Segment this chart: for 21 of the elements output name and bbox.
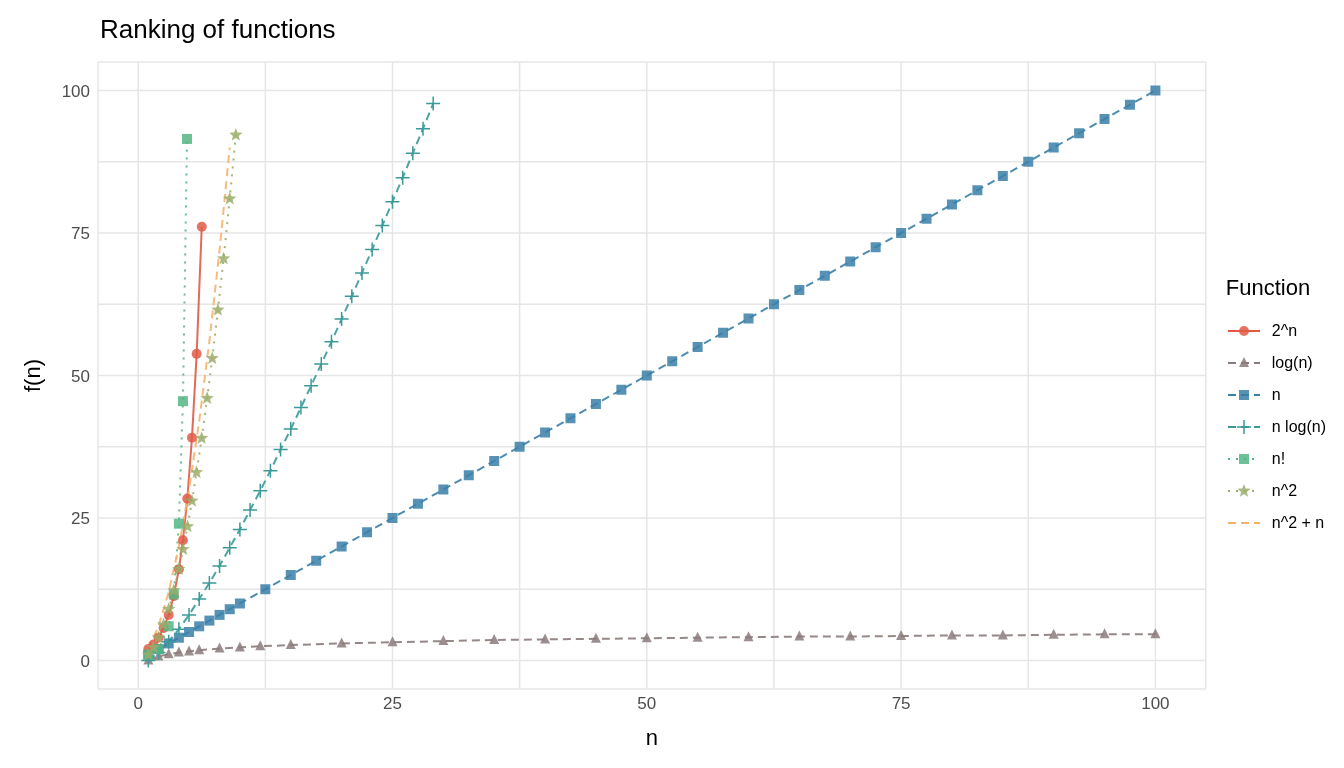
x-tick-label: 100 [1141, 694, 1170, 714]
x-tick-label: 50 [637, 694, 657, 714]
legend-label: n^2 [1271, 481, 1298, 500]
y-tick-label: 50 [71, 366, 90, 386]
y-tick-label: 25 [71, 509, 90, 529]
legend-title: Function [1225, 274, 1312, 301]
legend-label: log(n) [1271, 353, 1313, 372]
x-tick-label: 0 [133, 694, 143, 714]
y-tick-label: 75 [71, 224, 90, 244]
legend-label: n^2 + n [1271, 513, 1325, 532]
x-tick-label: 25 [383, 694, 402, 714]
legend-label: n [1271, 385, 1281, 404]
legend-label: n! [1271, 449, 1286, 468]
legend-label: 2^n [1271, 321, 1298, 340]
y-tick-label: 0 [80, 651, 90, 671]
x-tick-label: 75 [891, 694, 911, 714]
chart-title: Ranking of functions [99, 13, 337, 46]
y-tick-label: 100 [61, 81, 90, 101]
x-axis-title: n [645, 725, 658, 750]
y-axis-title: f(n) [19, 359, 45, 392]
legend-label: n log(n) [1271, 417, 1326, 436]
